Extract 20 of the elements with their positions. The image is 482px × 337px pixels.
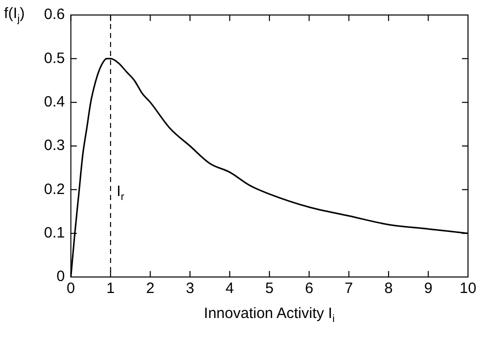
x-axis-title: Innovation Activity I$_{i}$ (204, 305, 335, 325)
y-tick-label: 0.2 (44, 180, 65, 198)
y-tick-label: 0.3 (44, 137, 65, 154)
x-tick-label: 5 (265, 280, 274, 298)
y-tick-label: 0.5 (44, 50, 65, 67)
y-tick-label: 0 (56, 268, 65, 286)
x-tick-label: 2 (146, 280, 154, 298)
y-axis-title: f(I$_{j}$) (4, 5, 25, 25)
x-tick-label: 8 (384, 280, 393, 298)
x-tick-label: 6 (304, 280, 314, 298)
x-tick-label: 10 (460, 280, 476, 298)
x-tick-label: 4 (226, 280, 234, 298)
x-tick-label: 3 (186, 280, 194, 298)
x-tick-label: 7 (344, 280, 354, 298)
x-tick-label: 1 (106, 280, 115, 298)
ref-line-label: I$_{r}$ (116, 182, 124, 203)
y-tick-label: 0.6 (44, 6, 65, 24)
x-tick-label: 9 (424, 280, 432, 298)
y-tick-label: 0.1 (44, 224, 65, 242)
y-tick-label: 0.4 (44, 93, 65, 110)
